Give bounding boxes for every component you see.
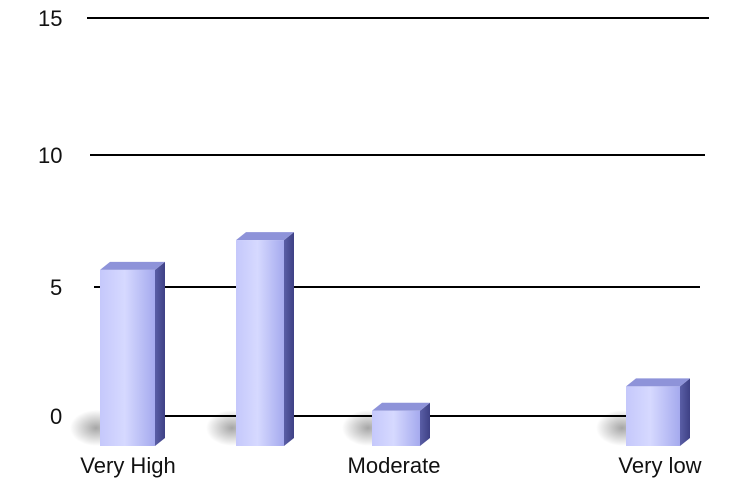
bar-side [680,378,690,446]
gridlines [87,17,709,417]
bar [342,402,430,446]
bar [70,261,165,446]
bar [596,378,690,446]
bar-side [284,232,294,446]
x-axis-labels: Very High Moderate Very low [80,453,701,478]
x-category-label: Moderate [348,453,441,478]
y-tick-label: 5 [50,275,62,300]
bars [70,232,690,446]
bar-top [236,232,294,241]
bar-side [420,402,430,446]
bar-top [372,402,430,411]
y-tick-label: 15 [38,6,62,31]
bar-side [155,261,165,446]
bar-top [626,378,690,387]
y-axis-ticks: 0 5 10 15 [38,6,62,429]
bar-front [372,410,420,446]
x-category-label: Very High [80,453,175,478]
y-tick-label: 10 [38,143,62,168]
bar-top [100,261,165,270]
bar [206,232,294,446]
bar-front [100,269,155,446]
bar-front [236,240,284,446]
bar-front [626,386,680,446]
x-category-label: Very low [618,453,701,478]
y-tick-label: 0 [50,404,62,429]
